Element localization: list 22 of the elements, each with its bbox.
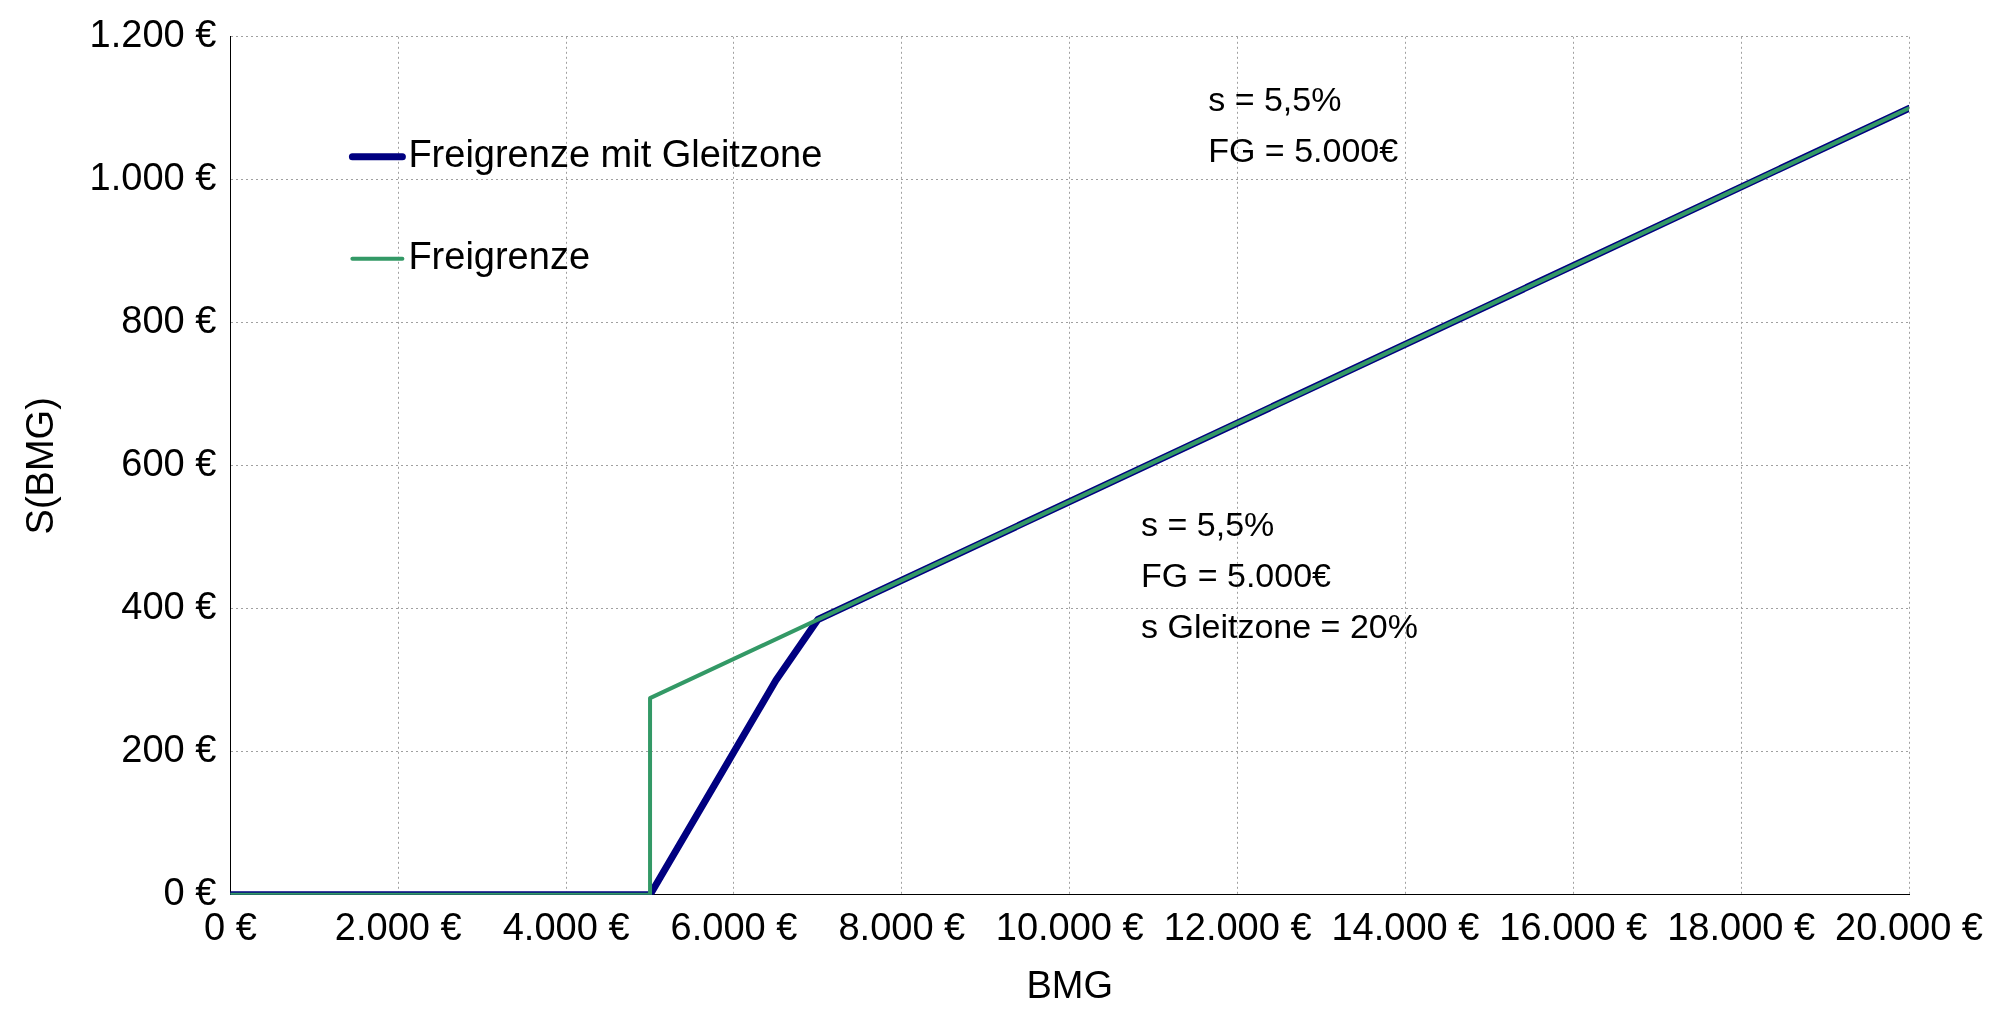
x-tick-label: 6.000 € (670, 906, 798, 949)
x-tick-label: 18.000 € (1667, 906, 1816, 949)
annotation: s = 5,5% FG = 5.000€ s Gleitzone = 20% (1141, 504, 1418, 645)
x-tick-label: 10.000 € (995, 906, 1144, 949)
y-tick-label: 800 € (121, 299, 217, 342)
y-tick-label: 400 € (121, 585, 217, 628)
x-tick-label: 20.000 € (1835, 906, 1983, 949)
x-tick-label: 4.000 € (502, 906, 630, 949)
x-tick-label: 12.000 € (1163, 906, 1312, 949)
x-tick-label: 14.000 € (1331, 906, 1480, 949)
annotation: s = 5,5% FG = 5.000€ (1208, 79, 1399, 169)
y-axis-title: S(BMG) (19, 397, 62, 535)
x-tick-label: 16.000 € (1499, 906, 1648, 949)
y-tick-label: 600 € (121, 442, 217, 485)
x-tick-label: 2.000 € (334, 906, 462, 949)
y-tick-label: 200 € (121, 728, 217, 771)
legend-label: Freigrenze mit Gleitzone (408, 133, 823, 176)
y-tick-label: 1.200 € (89, 13, 217, 56)
x-axis-title: BMG (1026, 963, 1113, 1006)
y-tick-label: 1.000 € (89, 156, 217, 199)
x-tick-label: 8.000 € (838, 906, 966, 949)
legend-label: Freigrenze (408, 235, 591, 278)
